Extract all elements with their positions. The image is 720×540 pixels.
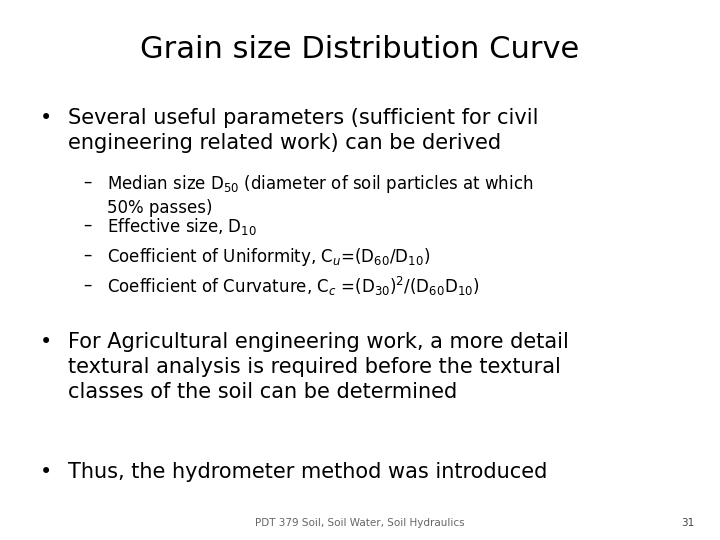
Text: –: – xyxy=(83,173,91,191)
Text: 31: 31 xyxy=(682,518,695,528)
Text: •: • xyxy=(40,332,52,352)
Text: Grain size Distribution Curve: Grain size Distribution Curve xyxy=(140,35,580,64)
Text: –: – xyxy=(83,216,91,234)
Text: •: • xyxy=(40,462,52,482)
Text: For Agricultural engineering work, a more detail
textural analysis is required b: For Agricultural engineering work, a mor… xyxy=(68,332,570,402)
Text: Coefficient of Curvature, C$_{c}$ =(D$_{30}$)$^{2}$/(D$_{60}$D$_{10}$): Coefficient of Curvature, C$_{c}$ =(D$_{… xyxy=(107,275,480,299)
Text: PDT 379 Soil, Soil Water, Soil Hydraulics: PDT 379 Soil, Soil Water, Soil Hydraulic… xyxy=(255,518,465,528)
Text: •: • xyxy=(40,108,52,128)
Text: Effective size, D$_{10}$: Effective size, D$_{10}$ xyxy=(107,216,256,237)
Text: Median size D$_{50}$ (diameter of soil particles at which
50% passes): Median size D$_{50}$ (diameter of soil p… xyxy=(107,173,533,217)
Text: Several useful parameters (sufficient for civil
engineering related work) can be: Several useful parameters (sufficient fo… xyxy=(68,108,539,153)
Text: Thus, the hydrometer method was introduced: Thus, the hydrometer method was introduc… xyxy=(68,462,548,482)
Text: –: – xyxy=(83,246,91,264)
Text: –: – xyxy=(83,275,91,293)
Text: Coefficient of Uniformity, C$_{u}$=(D$_{60}$/D$_{10}$): Coefficient of Uniformity, C$_{u}$=(D$_{… xyxy=(107,246,430,268)
